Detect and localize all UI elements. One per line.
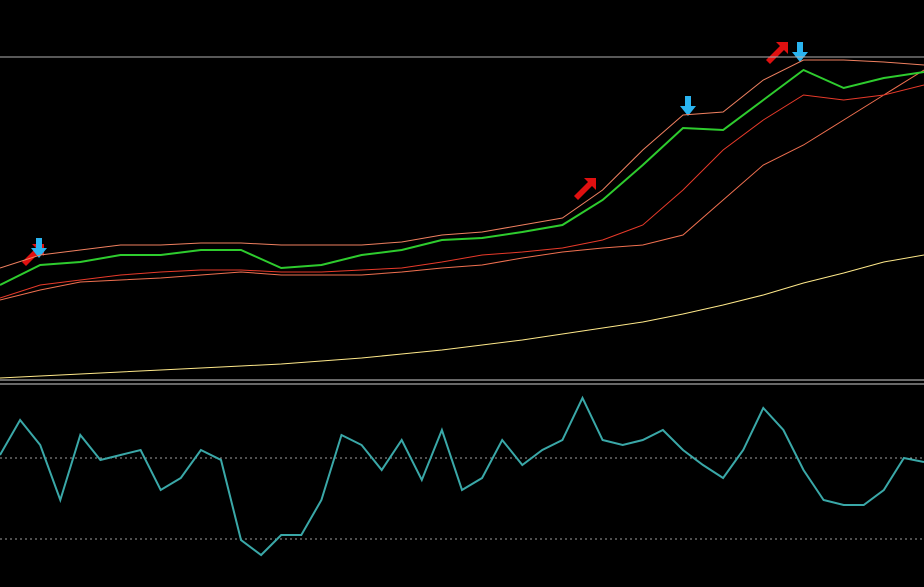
- series-line: [0, 254, 924, 379]
- series-line: [0, 395, 924, 557]
- series-line: [0, 84, 924, 299]
- sell-arrow: [31, 238, 47, 258]
- series-line: [0, 69, 924, 301]
- buy-arrow: [574, 178, 596, 200]
- series-line: [0, 68, 924, 286]
- signal-arrows: [22, 42, 808, 266]
- series-line: [0, 59, 924, 269]
- sell-arrow: [680, 96, 696, 116]
- buy-arrow: [766, 42, 788, 64]
